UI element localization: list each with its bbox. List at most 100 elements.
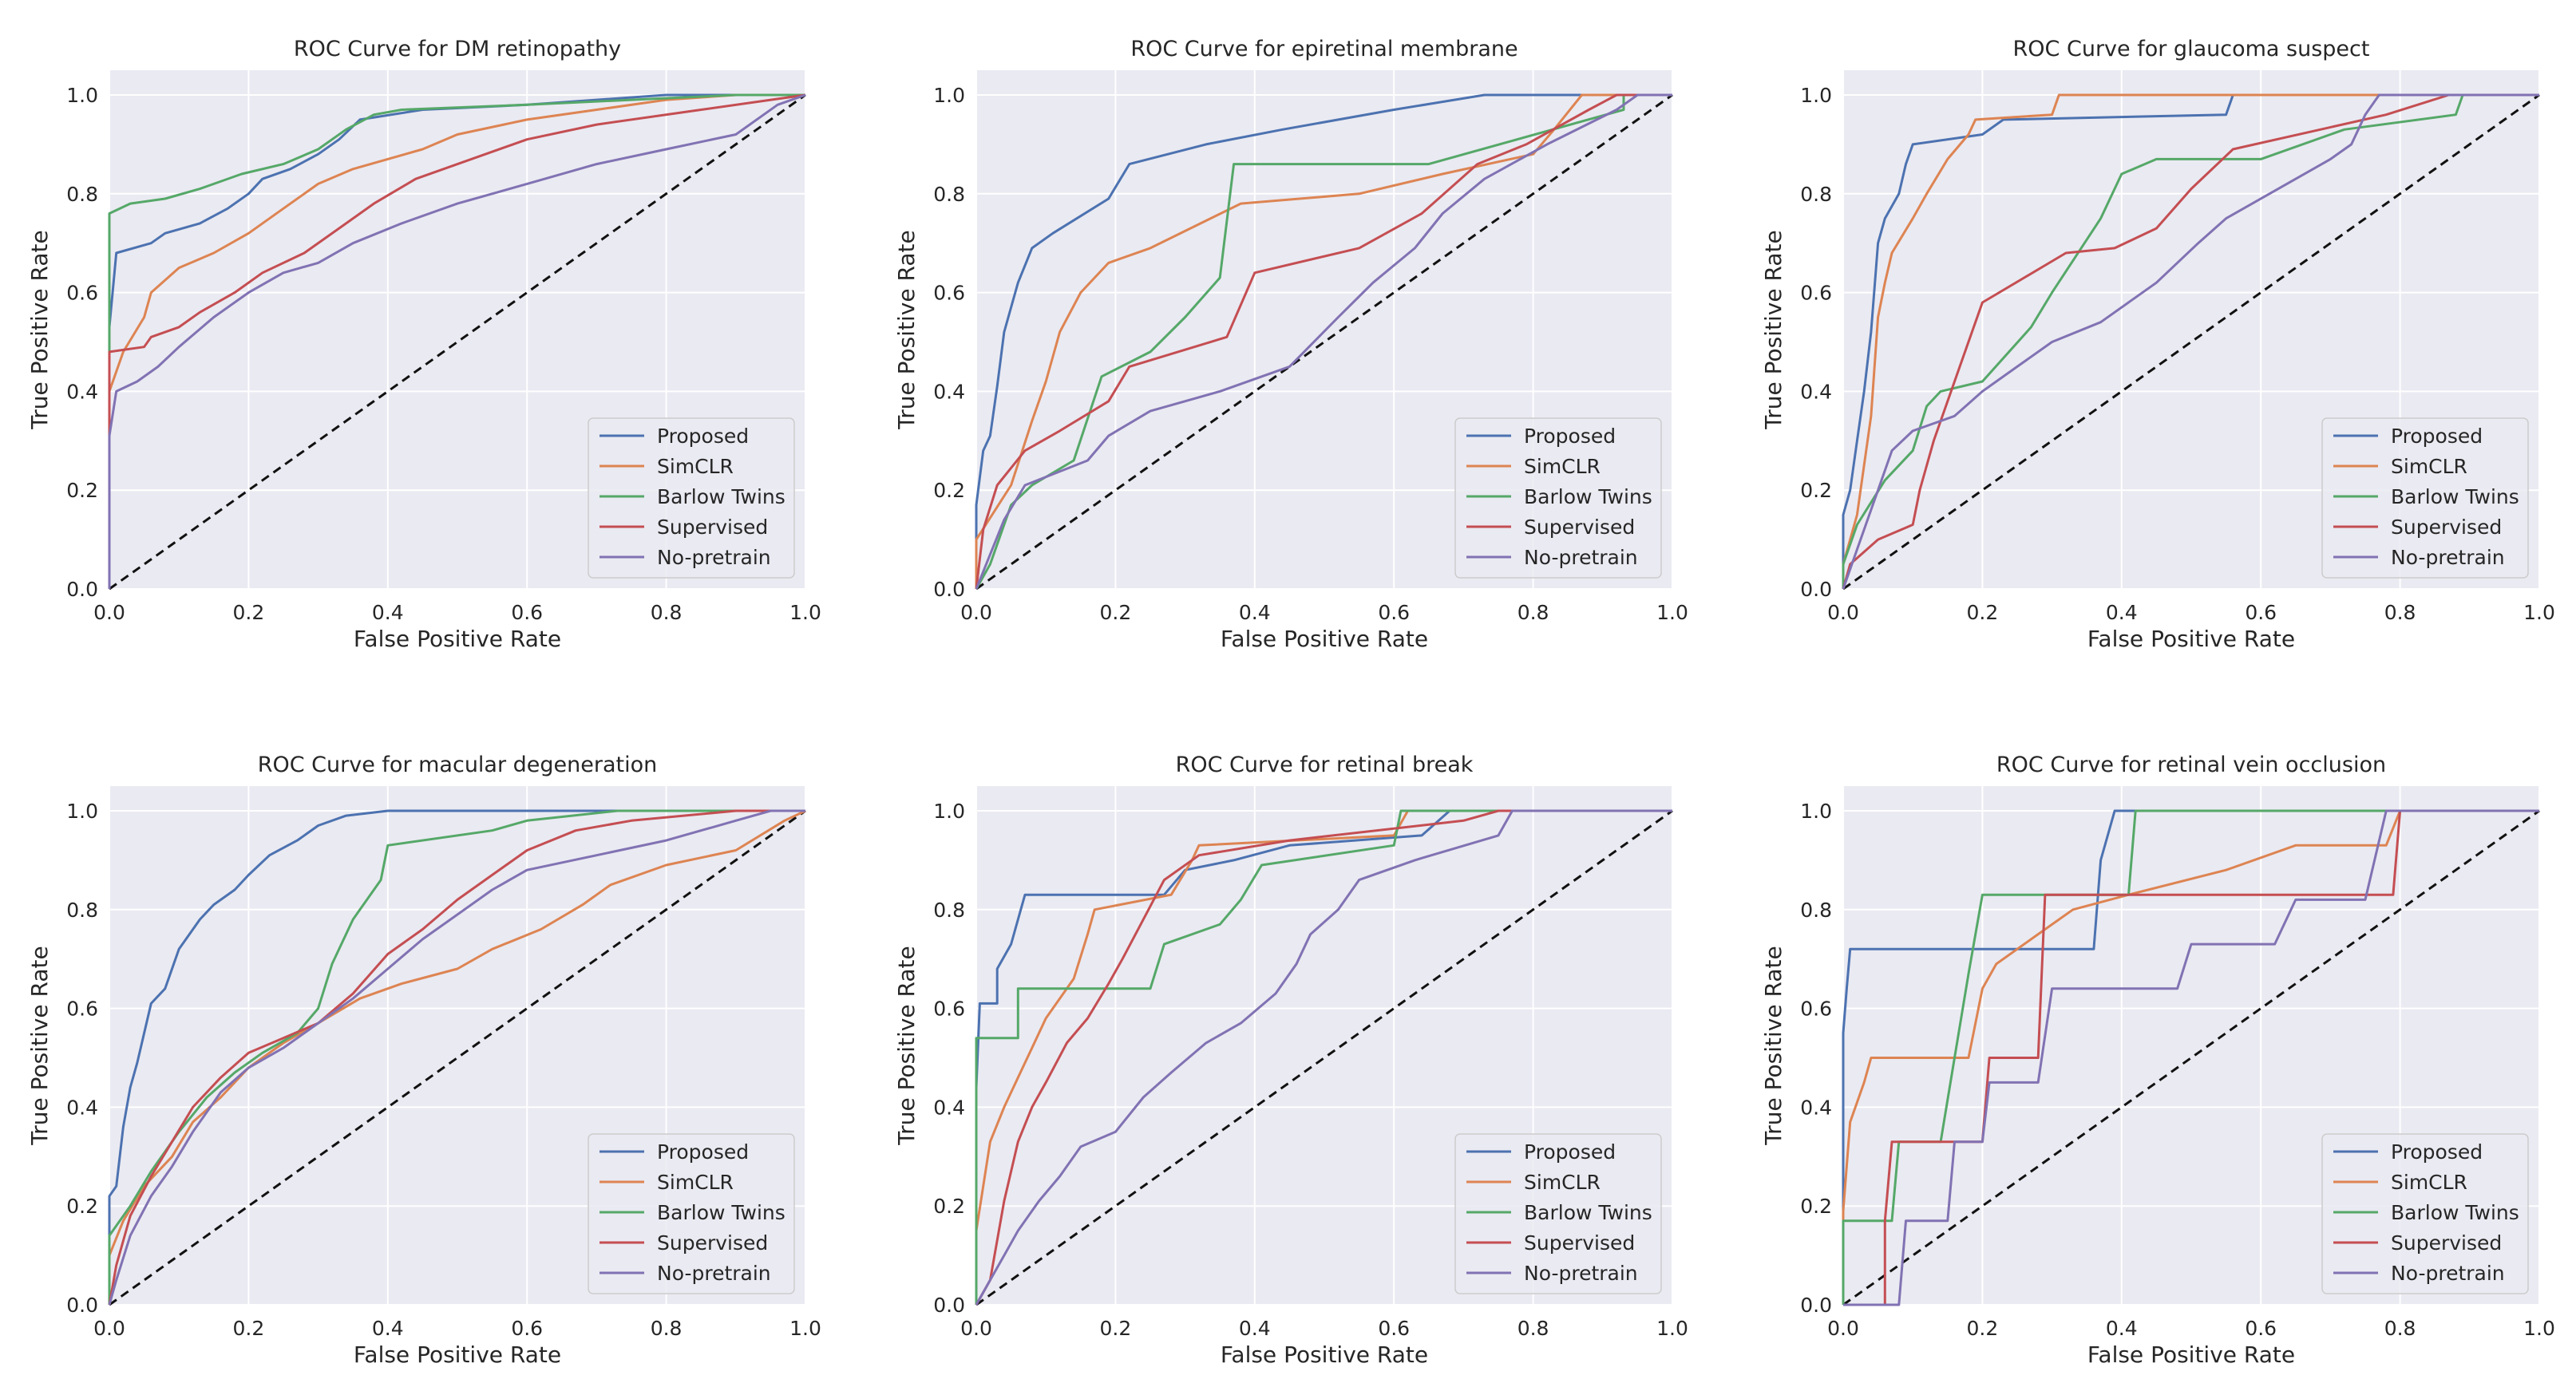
chart-title: ROC Curve for glaucoma suspect (2013, 37, 2370, 61)
legend-label: SimCLR (1524, 1171, 1601, 1194)
y-tick-label: 0.6 (1800, 998, 1832, 1021)
legend-label: SimCLR (1524, 455, 1601, 478)
legend: Proposed SimCLR Barlow Twins Supervised No-p… (588, 1133, 795, 1294)
roc-line-proposed (975, 809, 1672, 1305)
x-tick-label: 0.8 (651, 1317, 683, 1340)
x-tick-label: 0.8 (1518, 601, 1549, 624)
x-tick-label: 0.8 (651, 601, 683, 624)
x-tick-label: 1.0 (2523, 601, 2555, 624)
legend: Proposed SimCLR Barlow Twins Supervised No-p… (588, 417, 795, 579)
x-axis-label: False Positive Rate (354, 626, 561, 652)
chart-title: ROC Curve for DM retinopathy (294, 37, 621, 61)
x-tick-label: 0.2 (1100, 1317, 1132, 1340)
roc-panel-4: 0.0 0.2 0.4 0.6 0.8 1.0 0.0 0.2 0.4 0.6 0.8 1.0 ROC … (26, 753, 821, 1368)
roc-line-simclr (1842, 93, 2539, 589)
roc-panel-1: 0.0 0.2 0.4 0.6 0.8 1.0 0.0 0.2 0.4 0.6 0.8 1.0 ROC … (26, 37, 821, 652)
x-tick-label: 0.8 (2384, 1317, 2416, 1340)
y-tick-label: 0.2 (66, 1195, 98, 1218)
legend-box (588, 417, 795, 579)
x-tick-label: 1.0 (1656, 1317, 1688, 1340)
legend-label: Barlow Twins (1524, 1201, 1652, 1224)
legend-label: Supervised (1524, 1231, 1635, 1255)
x-tick-label: 0.0 (1827, 601, 1859, 624)
x-tick-label: 1.0 (1656, 601, 1688, 624)
roc-line-barlow-twins (1842, 809, 2539, 1305)
roc-line-supervised (975, 809, 1672, 1306)
roc-panel-6: 0.0 0.2 0.4 0.6 0.8 1.0 0.0 0.2 0.4 0.6 0.8 1.0 ROC … (1760, 753, 2555, 1368)
roc-line-barlow-twins (108, 809, 805, 1305)
y-tick-label: 0.8 (66, 183, 98, 206)
legend-label: SimCLR (2391, 1171, 2467, 1194)
y-tick-label: 0.8 (933, 899, 965, 922)
y-axis-label: True Positive Rate (26, 230, 53, 429)
x-tick-label: 0.2 (233, 601, 265, 624)
legend-box (2321, 1133, 2529, 1294)
y-tick-label: 0.4 (933, 1096, 965, 1119)
y-tick-label: 0.2 (1800, 479, 1832, 502)
x-tick-label: 0.6 (2245, 601, 2277, 624)
legend-label: No-pretrain (1524, 1262, 1638, 1285)
x-tick-label: 0.6 (511, 1317, 543, 1340)
y-tick-label: 0.6 (66, 282, 98, 305)
y-tick-label: 0.4 (1800, 380, 1832, 403)
x-axis-label: False Positive Rate (1221, 626, 1428, 652)
y-tick-label: 0.0 (66, 578, 98, 601)
legend-label: Proposed (2391, 425, 2483, 448)
x-tick-label: 0.8 (1518, 1317, 1549, 1340)
roc-line-proposed (108, 809, 805, 1305)
x-axis-label: False Positive Rate (2087, 626, 2295, 652)
y-tick-label: 0.8 (66, 899, 98, 922)
legend-label: Supervised (2391, 516, 2502, 539)
x-tick-label: 0.0 (93, 601, 125, 624)
roc-panel-5: 0.0 0.2 0.4 0.6 0.8 1.0 0.0 0.2 0.4 0.6 0.8 1.0 ROC … (893, 753, 1688, 1368)
x-tick-label: 0.0 (960, 1317, 992, 1340)
legend-label: Proposed (1524, 1140, 1616, 1164)
legend-label: Supervised (2391, 1231, 2502, 1255)
y-tick-label: 0.6 (933, 282, 965, 305)
legend-label: Barlow Twins (2391, 485, 2519, 508)
x-tick-label: 1.0 (789, 1317, 821, 1340)
chance-diagonal-line (1842, 93, 2540, 591)
legend: Proposed SimCLR Barlow Twins Supervised No-p… (1454, 1133, 1662, 1294)
x-tick-label: 0.6 (2245, 1317, 2277, 1340)
roc-line-barlow-twins (975, 809, 1672, 1305)
y-tick-label: 0.4 (933, 380, 965, 403)
chance-diagonal-line (975, 93, 1673, 591)
x-tick-label: 0.4 (1239, 1317, 1271, 1340)
x-axis-label: False Positive Rate (1221, 1342, 1428, 1368)
roc-line-supervised (1843, 809, 2539, 1306)
legend-label: No-pretrain (2391, 1262, 2505, 1285)
legend-label: Barlow Twins (657, 1201, 785, 1224)
roc-line-barlow-twins (108, 93, 805, 589)
x-tick-label: 0.4 (372, 1317, 404, 1340)
legend-box (1454, 417, 1662, 579)
roc-line-simclr (108, 809, 806, 1305)
x-tick-label: 1.0 (2523, 1317, 2555, 1340)
y-tick-label: 0.8 (933, 183, 965, 206)
y-tick-label: 0.6 (933, 998, 965, 1021)
chance-diagonal-line (975, 809, 1673, 1306)
y-tick-label: 0.2 (933, 1195, 965, 1218)
x-tick-label: 0.6 (511, 601, 543, 624)
legend-label: No-pretrain (2391, 546, 2505, 569)
roc-line-no-pretrain (975, 809, 1672, 1306)
y-tick-label: 0.8 (1800, 899, 1832, 922)
roc-line-supervised (975, 93, 1672, 590)
x-tick-label: 0.4 (2106, 601, 2138, 624)
legend-box (1454, 1133, 1662, 1294)
y-tick-label: 0.2 (1800, 1195, 1832, 1218)
roc-line-no-pretrain (1843, 809, 2539, 1306)
legend-label: Barlow Twins (657, 485, 785, 508)
y-tick-label: 0.0 (933, 1294, 965, 1317)
chance-diagonal-line (109, 809, 806, 1306)
legend-label: Barlow Twins (1524, 485, 1652, 508)
chance-diagonal-line (109, 93, 806, 591)
roc-line-no-pretrain (108, 809, 805, 1306)
legend-label: No-pretrain (657, 1262, 771, 1285)
x-tick-label: 0.0 (93, 1317, 125, 1340)
legend-label: No-pretrain (657, 546, 771, 569)
x-tick-label: 0.2 (1967, 601, 1999, 624)
y-tick-label: 1.0 (66, 84, 98, 107)
y-axis-label: True Positive Rate (1760, 946, 1787, 1145)
roc-panel-2: 0.0 0.2 0.4 0.6 0.8 1.0 0.0 0.2 0.4 0.6 0.8 1.0 ROC … (893, 37, 1688, 652)
